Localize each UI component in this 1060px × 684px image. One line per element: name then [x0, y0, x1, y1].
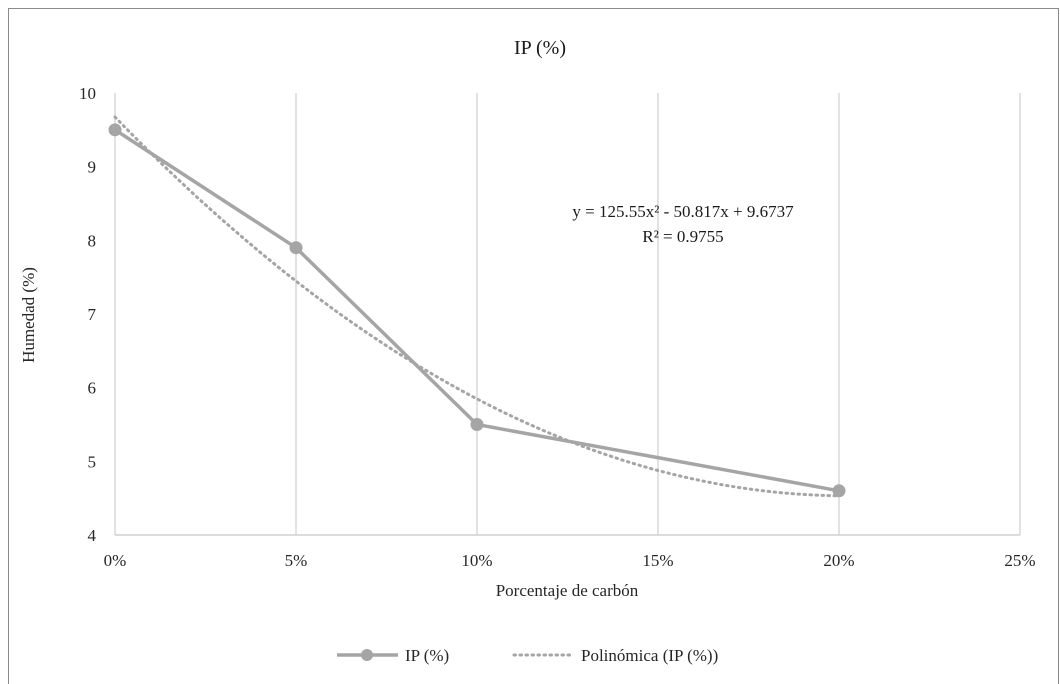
data-point [108, 123, 122, 137]
x-tick-labels: 0% 5% 10% 15% 20% 25% [104, 551, 1036, 570]
polynomial-trendline [113, 115, 841, 498]
legend-trendline-label: Polinómica (IP (%)) [581, 646, 718, 665]
grid-lines [114, 93, 1021, 535]
y-tick-label: 6 [88, 379, 97, 398]
legend: IP (%) Polinómica (IP (%)) [337, 646, 718, 665]
x-tick-label: 10% [461, 551, 492, 570]
y-tick-label: 7 [88, 305, 97, 324]
x-tick-label: 0% [104, 551, 127, 570]
x-tick-label: 15% [642, 551, 673, 570]
trendline-equation: y = 125.55x² - 50.817x + 9.6737 [572, 202, 794, 221]
x-tick-label: 5% [285, 551, 308, 570]
data-point [832, 484, 846, 498]
y-tick-label: 9 [88, 158, 97, 177]
chart-frame [8, 8, 1059, 684]
chart-title: IP (%) [514, 37, 566, 59]
y-axis-label: Humedad (%) [19, 267, 38, 363]
y-tick-label: 10 [79, 84, 96, 103]
data-point [289, 241, 303, 255]
y-tick-label: 8 [88, 231, 97, 250]
series-line-ip [114, 128, 840, 493]
trendline-r2: R² = 0.9755 [642, 227, 723, 246]
y-tick-label: 4 [88, 526, 97, 545]
x-tick-label: 25% [1004, 551, 1035, 570]
legend-series-label: IP (%) [405, 646, 449, 665]
y-tick-label: 5 [88, 452, 97, 471]
y-tick-labels: 4 5 6 7 8 9 10 [79, 84, 97, 545]
data-point [470, 418, 484, 431]
series-markers [108, 123, 846, 498]
x-axis-label: Porcentaje de carbón [496, 581, 639, 600]
legend-series-swatch-marker [361, 649, 373, 661]
x-tick-label: 20% [823, 551, 854, 570]
